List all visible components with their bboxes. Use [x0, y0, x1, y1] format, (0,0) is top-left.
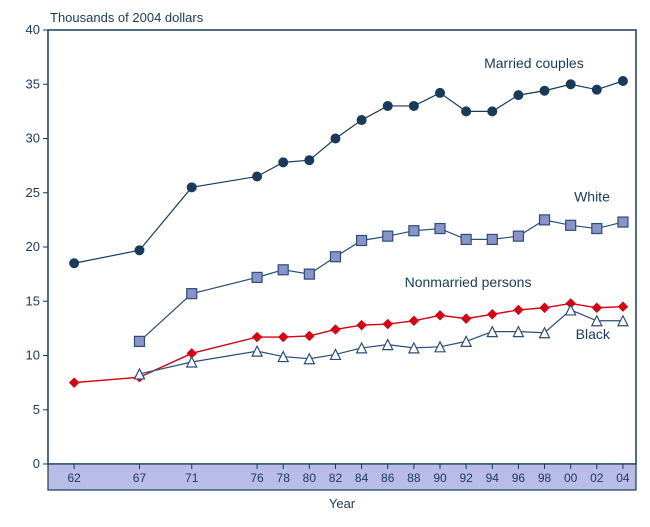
- x-tick-label: 80: [303, 471, 317, 485]
- x-tick-label: 76: [250, 471, 264, 485]
- x-tick-label: 86: [381, 471, 395, 485]
- y-tick-label: 20: [26, 239, 40, 254]
- y-tick-label: 15: [26, 293, 40, 308]
- y-tick-label: 25: [26, 185, 40, 200]
- line-chart: Thousands of 2004 dollars 0 5 10 15 20 25 30 35 4…: [0, 0, 650, 527]
- x-tick-label: 98: [538, 471, 552, 485]
- x-tick-label: 02: [590, 471, 604, 485]
- x-axis-label: Year: [329, 496, 356, 511]
- x-tick-label: 67: [133, 471, 147, 485]
- x-tick-label: 96: [512, 471, 526, 485]
- y-tick-label: 10: [26, 348, 40, 363]
- y-tick-label: 0: [33, 456, 40, 471]
- x-tick-label: 94: [486, 471, 500, 485]
- y-axis-title: Thousands of 2004 dollars: [50, 10, 204, 25]
- x-tick-label: 00: [564, 471, 578, 485]
- y-tick-label: 30: [26, 131, 40, 146]
- y-tick-label: 5: [33, 402, 40, 417]
- x-tick-label: 82: [329, 471, 343, 485]
- series-label: White: [574, 188, 610, 204]
- x-tick-label: 71: [185, 471, 199, 485]
- series-label: Nonmarried persons: [405, 274, 532, 290]
- x-tick-label: 84: [355, 471, 369, 485]
- x-tick-label: 04: [616, 471, 630, 485]
- x-tick-label: 88: [407, 471, 421, 485]
- series-label: Black: [576, 326, 611, 342]
- x-tick-label: 62: [67, 471, 81, 485]
- y-tick-label: 35: [26, 76, 40, 91]
- x-tick-label: 78: [277, 471, 291, 485]
- x-tick-label: 92: [459, 471, 473, 485]
- x-tick-label: 90: [433, 471, 447, 485]
- y-tick-label: 40: [26, 22, 40, 37]
- series-label: Married couples: [484, 55, 584, 71]
